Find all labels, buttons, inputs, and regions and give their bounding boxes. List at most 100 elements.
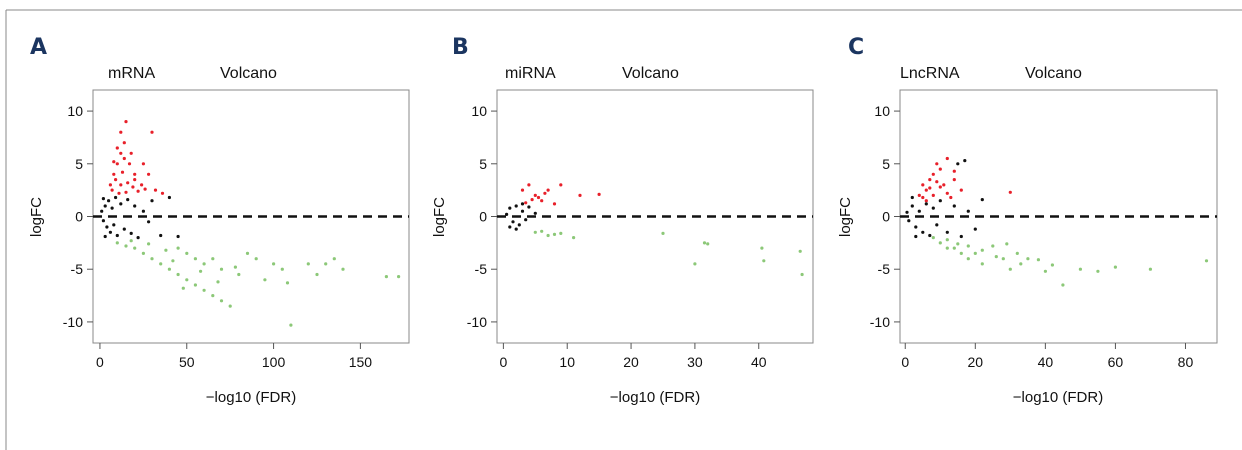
point-ns — [141, 209, 145, 213]
point-up — [952, 169, 956, 173]
point-down — [181, 286, 185, 290]
point-ns — [952, 204, 956, 208]
point-down — [540, 229, 544, 233]
point-down — [1036, 258, 1040, 262]
point-ns — [910, 195, 914, 200]
point-up — [540, 199, 544, 203]
point-up — [114, 178, 118, 182]
point-up — [1008, 190, 1012, 194]
point-down — [1148, 267, 1152, 271]
point-down — [956, 242, 960, 246]
point-down — [211, 257, 215, 261]
y-tick-label: 0 — [882, 209, 890, 225]
point-ns — [924, 202, 928, 206]
panel-b-letter: B — [452, 35, 469, 60]
point-ns — [938, 199, 942, 203]
point-up — [597, 192, 601, 196]
point-down — [533, 230, 537, 234]
point-up — [533, 193, 537, 197]
point-up — [945, 191, 949, 195]
point-up — [527, 183, 531, 187]
point-down — [661, 231, 665, 235]
point-ns — [966, 209, 970, 213]
y-tick-label: 10 — [471, 103, 487, 119]
point-ns — [114, 195, 118, 200]
point-up — [119, 183, 123, 187]
x-tick-label: 0 — [901, 354, 909, 370]
point-down — [1019, 262, 1023, 266]
point-ns — [980, 198, 984, 202]
panel-b-x-axis: 0 10 20 30 40 — [499, 343, 767, 370]
point-down — [966, 257, 970, 261]
point-down — [952, 246, 956, 250]
point-down — [216, 280, 220, 284]
x-tick-label: 50 — [179, 354, 195, 370]
point-up — [543, 191, 547, 195]
point-up — [119, 130, 123, 134]
point-down — [219, 267, 224, 271]
y-tick-label: 10 — [874, 103, 890, 119]
point-ns — [176, 234, 180, 239]
point-down — [702, 241, 707, 245]
point-down — [129, 239, 133, 243]
point-down — [306, 262, 310, 266]
point-down — [263, 278, 267, 282]
point-ns — [167, 195, 171, 200]
point-up — [133, 178, 137, 182]
x-tick-label: 0 — [96, 354, 104, 370]
panel-a-letter: A — [30, 35, 47, 60]
panel-c-points — [905, 156, 1209, 287]
point-ns — [917, 209, 921, 213]
panel-a-y-label: logFC — [28, 197, 45, 237]
point-ns — [514, 204, 518, 208]
point-up — [122, 156, 126, 161]
point-up — [928, 186, 932, 190]
point-ns — [931, 206, 935, 210]
point-up — [952, 178, 956, 182]
point-ns — [100, 209, 104, 213]
point-down — [397, 275, 401, 279]
y-tick-label: -5 — [475, 261, 488, 277]
y-tick-label: -5 — [71, 261, 84, 277]
panel-a-x-label: −log10 (FDR) — [206, 389, 296, 406]
panel-a-points — [100, 120, 401, 327]
point-up — [536, 195, 541, 200]
point-up — [949, 195, 953, 200]
point-ns — [112, 223, 116, 227]
point-up — [935, 162, 939, 166]
x-tick-label: 60 — [1108, 354, 1124, 370]
point-down — [141, 251, 145, 255]
point-up — [520, 188, 525, 192]
point-down — [176, 246, 180, 250]
point-ns — [520, 202, 525, 206]
point-down — [280, 267, 284, 271]
point-ns — [122, 227, 126, 231]
x-tick-label: 30 — [687, 354, 703, 370]
point-down — [1015, 251, 1019, 255]
y-tick-label: 5 — [75, 156, 83, 172]
point-ns — [159, 233, 163, 238]
point-ns — [136, 236, 140, 240]
point-down — [289, 323, 293, 327]
point-up — [131, 185, 135, 189]
point-down — [973, 251, 977, 255]
point-down — [938, 241, 942, 245]
point-ns — [115, 233, 119, 238]
point-up — [115, 146, 119, 150]
point-ns — [150, 199, 154, 203]
point-ns — [527, 205, 531, 209]
point-up — [143, 187, 147, 191]
y-tick-label: -10 — [467, 314, 487, 330]
panel-b: B miRNA Volcano 0 10 20 30 40 -10 -5 0 5 10 −log… — [431, 35, 814, 406]
point-down — [760, 246, 764, 250]
point-up — [530, 198, 534, 202]
point-down — [1113, 265, 1117, 269]
point-up — [112, 172, 116, 176]
point-down — [124, 244, 128, 248]
point-down — [228, 304, 232, 308]
point-ns — [907, 219, 911, 223]
point-down — [572, 236, 576, 240]
point-up — [546, 188, 550, 192]
point-down — [559, 231, 563, 235]
point-ns — [103, 204, 107, 208]
